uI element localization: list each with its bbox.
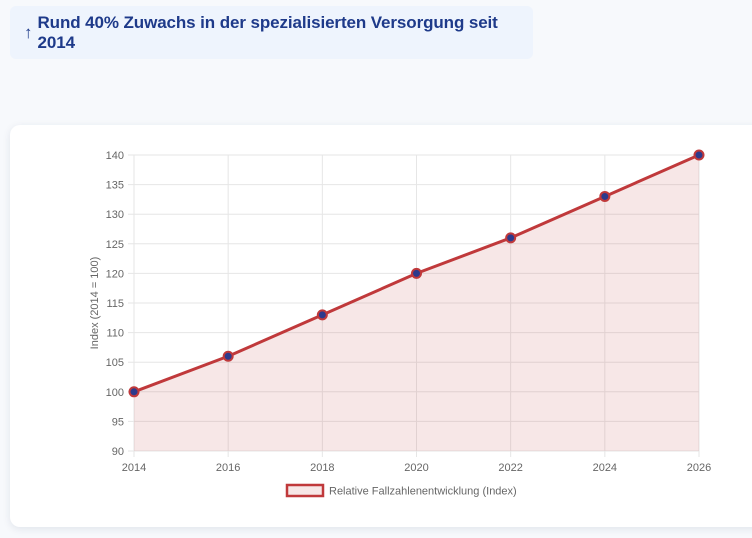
y-tick-label: 90 [112, 446, 124, 458]
y-tick-label: 105 [106, 357, 124, 369]
y-tick-label: 120 [106, 268, 124, 280]
chart-card: 90 95 100 105 110 115 120 125 130 135 140 2014 2016… [10, 125, 752, 527]
y-axis-ticks: 90 95 100 105 110 115 120 125 130 135 140 [106, 150, 124, 458]
data-point[interactable] [128, 386, 140, 398]
data-point[interactable] [222, 350, 234, 362]
x-tick-label: 2024 [593, 462, 617, 474]
line-chart: 90 95 100 105 110 115 120 125 130 135 140 2014 2016… [89, 149, 711, 498]
grid [128, 154, 700, 457]
legend[interactable]: Relative Fallzahlenentwicklung (Index) [285, 483, 517, 498]
y-tick-label: 110 [106, 328, 124, 340]
data-point[interactable] [411, 267, 422, 279]
data-point[interactable] [316, 309, 328, 321]
y-tick-label: 140 [106, 150, 124, 162]
arrow-up-icon: ↑ [24, 22, 33, 42]
series-area [134, 155, 699, 451]
y-axis-title: Index (2014 = 100) [89, 257, 101, 350]
y-tick-label: 130 [106, 209, 124, 221]
x-axis-ticks: 2014 2016 2018 2020 2022 2024 2026 [122, 462, 711, 474]
y-tick-label: 95 [112, 416, 124, 428]
headline-banner: ↑ Rund 40% Zuwachs in der spezialisierte… [10, 6, 533, 59]
data-point[interactable] [693, 149, 705, 161]
y-tick-label: 115 [106, 298, 124, 310]
legend-swatch[interactable] [285, 483, 325, 498]
series-points [128, 149, 705, 398]
x-tick-label: 2026 [687, 462, 711, 474]
x-tick-label: 2016 [216, 462, 240, 474]
legend-label[interactable]: Relative Fallzahlenentwicklung (Index) [329, 486, 517, 498]
y-tick-label: 125 [106, 239, 124, 251]
y-tick-label: 100 [106, 387, 124, 399]
x-tick-label: 2018 [310, 462, 334, 474]
data-point[interactable] [599, 190, 611, 202]
x-tick-label: 2020 [404, 462, 428, 474]
x-tick-label: 2014 [122, 462, 146, 474]
data-point[interactable] [505, 232, 517, 244]
y-tick-label: 135 [106, 180, 124, 192]
area-fill [134, 155, 699, 451]
headline-text: Rund 40% Zuwachs in der spezialisierten … [37, 12, 498, 52]
x-tick-label: 2022 [498, 462, 522, 474]
